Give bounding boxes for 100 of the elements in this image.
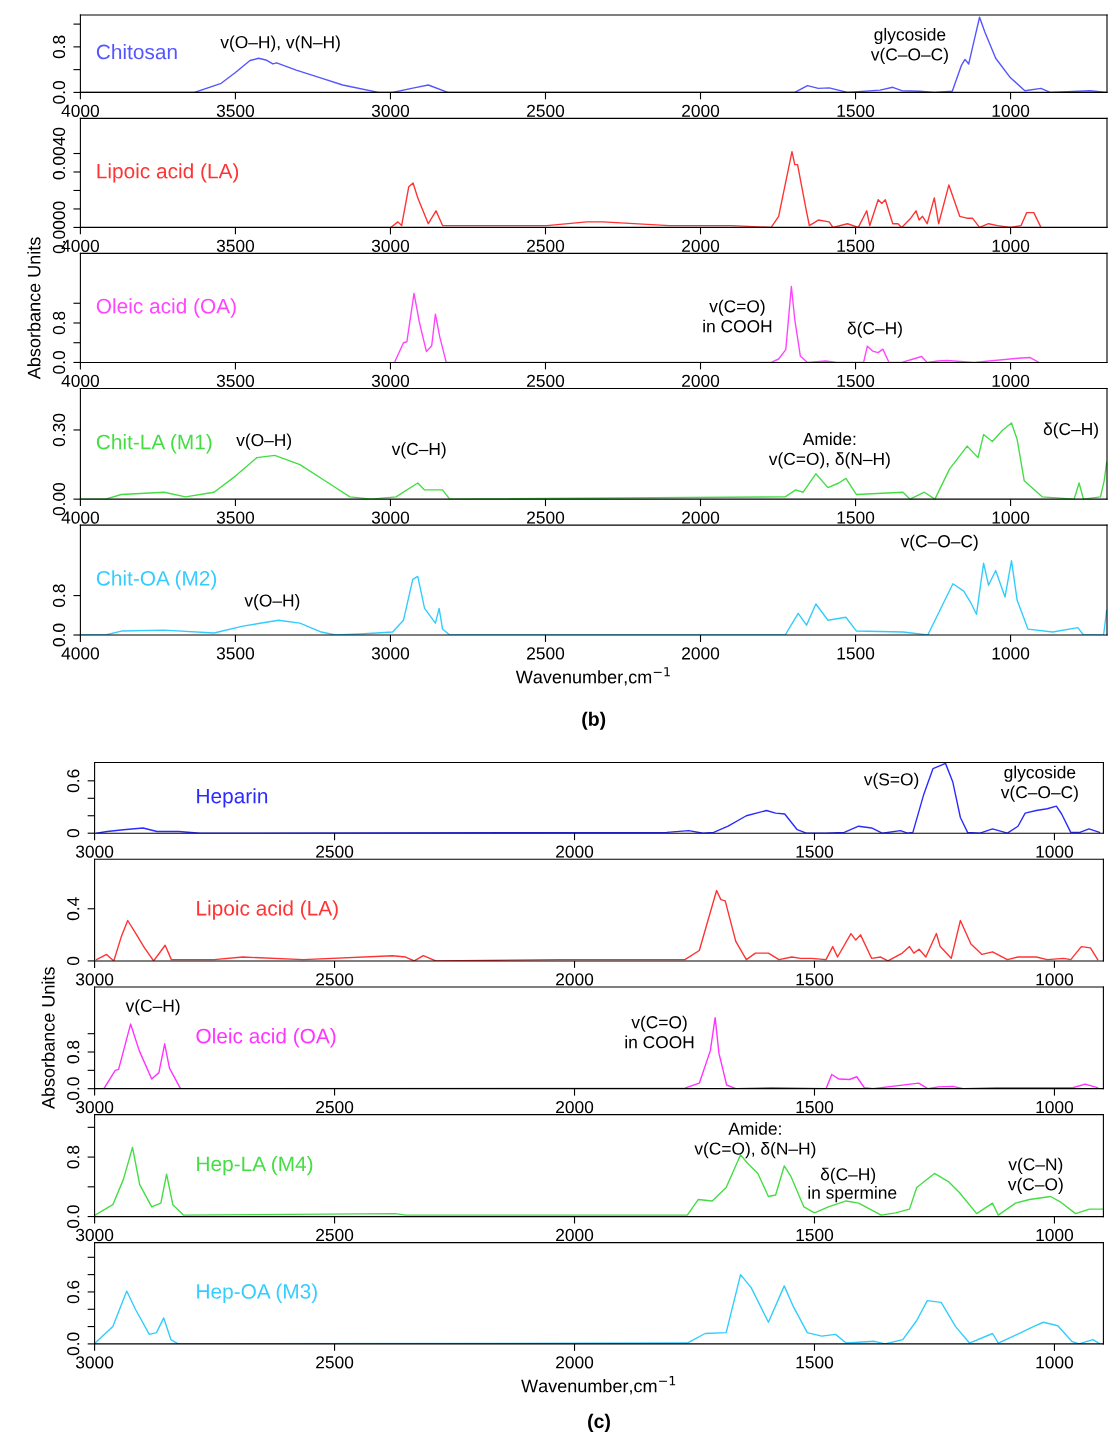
x-tick-label: 1500 <box>796 1100 834 1114</box>
text: (c) <box>588 1413 610 1432</box>
annotation: Amide: v(C=O), δ(N–H) <box>694 1122 816 1159</box>
y-tick-label: 0.0 <box>67 1332 80 1356</box>
x-tick-label: 3000 <box>371 647 410 660</box>
x-tick-label: 3000 <box>371 511 410 524</box>
x-tick-label: 3000 <box>75 973 114 986</box>
annotation: v(C–H) <box>125 999 180 1016</box>
y-tick-label: 0.0 <box>67 1077 80 1101</box>
x-tick-label: 1500 <box>796 845 834 858</box>
x-tick-label: 3000 <box>371 239 410 252</box>
annotation: δ(C–H) <box>847 321 902 338</box>
x-tick-label: 3500 <box>216 374 255 388</box>
x-tick-label: 2500 <box>316 1228 354 1242</box>
x-tick-label: 3000 <box>371 374 410 388</box>
y-tick-label: 0.0 <box>67 1205 80 1228</box>
x-tick-label: 1000 <box>992 239 1030 252</box>
y-tick-label: 0.0 <box>52 81 66 104</box>
y-tick-label: 0.8 <box>67 1145 80 1169</box>
annotation: v(O–H) <box>244 593 300 611</box>
annotation: v(O–H) <box>236 433 292 450</box>
x-tick-label: 1500 <box>837 104 875 117</box>
series-label: Oleic acid (OA) <box>196 1028 336 1048</box>
y-axis-title: Absorbance Units <box>41 967 55 1110</box>
text: (b) <box>582 711 606 730</box>
y-tick-label: 0.0 <box>52 623 66 647</box>
x-tick-label: 3000 <box>75 1356 114 1369</box>
x-tick-label: 4000 <box>61 647 100 660</box>
y-tick-label: 0.6 <box>67 769 80 793</box>
annotation: v(C=O) in COOH <box>625 1015 694 1049</box>
x-tick-label: 3000 <box>75 1100 114 1114</box>
x-tick-label: 1000 <box>992 511 1030 524</box>
x-tick-label: 1000 <box>1036 973 1074 986</box>
x-tick-label: 3500 <box>216 239 255 252</box>
x-tick-label: 2000 <box>682 647 720 660</box>
x-tick-label: 1000 <box>1036 845 1074 858</box>
y-tick-label: 0.8 <box>67 1040 80 1064</box>
x-tick-label: 1500 <box>837 374 875 388</box>
y-tick-label: 0.0 <box>52 351 66 374</box>
annotation: v(C–O–C) <box>900 534 978 551</box>
x-tick-label: 1000 <box>992 104 1030 117</box>
x-tick-label: 3500 <box>216 647 255 660</box>
annotation: δ(C–H) <box>820 1167 876 1184</box>
series-label: Hep-LA (M4) <box>197 1155 313 1176</box>
x-tick-label: 1000 <box>992 647 1030 660</box>
x-tick-label: 3000 <box>75 845 114 858</box>
y-tick-label: 0.8 <box>52 35 66 59</box>
annotation: Amide: v(C=O), δ(N–H) <box>768 432 890 469</box>
y-tick-label: 0.8 <box>52 311 66 335</box>
series-label: Chit-LA (M1) <box>96 434 212 454</box>
annotation: v(S=O) <box>863 772 919 789</box>
annotation: glycoside v(C–O–C) <box>870 27 948 65</box>
series-label: Heparin <box>197 788 268 808</box>
x-tick-label: 1500 <box>837 647 875 660</box>
x-tick-label: 2500 <box>316 973 354 986</box>
series-label: Hep-OA (M3) <box>197 1283 317 1303</box>
y-tick-label: 0.0040 <box>52 127 66 180</box>
x-tick-label: 1500 <box>837 239 875 252</box>
x-tick-label: 2000 <box>682 374 720 388</box>
y-tick-label: 0 <box>67 829 80 838</box>
y-axis-title: Absorbance Units <box>27 237 41 380</box>
x-tick-label: 1500 <box>837 511 875 524</box>
x-tick-label: 1000 <box>1036 1100 1074 1114</box>
x-tick-label: 1500 <box>796 973 834 986</box>
annotation: in spermine <box>808 1186 897 1203</box>
x-tick-label: 2500 <box>527 647 565 660</box>
line-series <box>390 150 1042 228</box>
x-tick-label: 2500 <box>316 1100 354 1114</box>
x-tick-label: 3000 <box>75 1228 114 1242</box>
x-tick-label: 1000 <box>992 374 1030 388</box>
x-tick-label: 2500 <box>316 845 354 858</box>
line-series <box>95 889 1099 961</box>
y-tick-label: 0.8 <box>52 584 66 607</box>
annotation: v(C–H) <box>391 442 446 459</box>
x-tick-label: 2500 <box>527 374 565 388</box>
x-tick-label: 1000 <box>1036 1356 1074 1369</box>
y-tick-label: 0.6 <box>67 1280 80 1304</box>
x-tick-label: 2500 <box>316 1356 354 1369</box>
x-tick-label: 2000 <box>556 1356 594 1369</box>
x-tick-label: 2500 <box>527 511 565 524</box>
x-tick-label: 3000 <box>371 104 410 117</box>
annotation: v(O–H), v(N–H) <box>220 35 340 52</box>
x-tick-label: 2000 <box>556 1100 594 1114</box>
x-tick-label: 1500 <box>796 1356 834 1369</box>
x-axis-title: Wavenumber,cm$^{−1}$ <box>515 667 670 686</box>
x-tick-label: 2500 <box>527 239 565 252</box>
x-tick-label: 3500 <box>216 104 255 117</box>
series-label: Chit-OA (M2) <box>96 570 217 590</box>
x-tick-label: 2000 <box>556 845 594 858</box>
y-tick-label: 0.30 <box>52 413 66 447</box>
x-tick-label: 2000 <box>682 239 720 252</box>
y-tick-label: 0.4 <box>67 897 80 921</box>
x-tick-label: 2000 <box>682 104 720 117</box>
x-tick-label: 1000 <box>1036 1228 1074 1242</box>
series-label: Lipoic acid (LA) <box>197 900 338 920</box>
x-tick-label: 2000 <box>682 511 720 524</box>
annotation: v(C–N) v(C–O) <box>1007 1157 1063 1194</box>
x-tick-label: 2000 <box>556 1228 594 1242</box>
text: Lipoic acid (LA) <box>97 163 239 183</box>
x-tick-label: 1500 <box>796 1228 834 1242</box>
